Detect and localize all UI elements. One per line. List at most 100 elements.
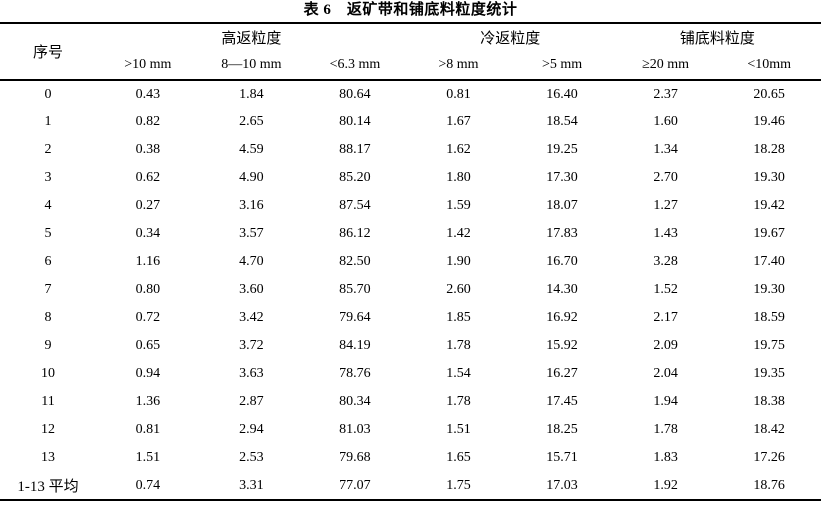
value-cell: 4.59	[239, 142, 264, 157]
value-cell: 2.04	[653, 366, 678, 381]
sub-header-cell: >8 mm	[438, 57, 479, 72]
value-cell: 1.60	[653, 114, 678, 129]
table-row: 4 0.27 3.16 87.54 1.59 18.07 1.27 19.42	[0, 192, 821, 220]
value-cell: 1.75	[446, 477, 471, 493]
sub-header-row: >10 mm 8—10 mm <6.3 mm >8 mm >5 mm ≥20 m…	[0, 51, 821, 80]
corner-header-cell: 序号	[33, 45, 64, 61]
value-cell: 0.81	[446, 86, 471, 102]
value-cell: 1.16	[135, 254, 161, 269]
sub-header-cell: >10 mm	[124, 57, 172, 72]
value-cell: 82.50	[339, 254, 371, 269]
value-cell: 19.30	[753, 170, 785, 185]
value-cell: 0.62	[135, 170, 161, 185]
value-cell: 3.60	[239, 282, 264, 297]
row-label-cell: 9	[44, 338, 52, 353]
value-cell: 17.45	[546, 394, 578, 409]
row-label-cell: 10	[41, 366, 56, 381]
value-cell: 17.40	[753, 254, 785, 269]
value-cell: 3.57	[239, 226, 264, 241]
row-label-cell: 0	[44, 86, 52, 102]
value-cell: 85.70	[339, 282, 371, 297]
table-row: 13 1.51 2.53 79.68 1.65 15.71 1.83 17.26	[0, 444, 821, 472]
value-cell: 17.26	[753, 450, 785, 465]
table-body: 0 0.43 1.84 80.64 0.81 16.40 2.37 20.65 1 0.82 2.6…	[0, 80, 821, 500]
value-cell: 17.03	[546, 477, 578, 493]
value-cell: 3.42	[239, 310, 264, 325]
value-cell: 0.82	[135, 114, 161, 129]
value-cell: 2.70	[653, 170, 678, 185]
value-cell: 1.78	[446, 338, 471, 353]
value-cell: 18.42	[753, 422, 785, 437]
row-label-cell: 7	[44, 282, 52, 297]
value-cell: 2.09	[653, 338, 678, 353]
value-cell: 19.25	[546, 142, 578, 157]
row-label-cell: 1	[44, 114, 52, 129]
table-row: 9 0.65 3.72 84.19 1.78 15.92 2.09 19.75	[0, 332, 821, 360]
value-cell: 1.51	[446, 422, 471, 437]
table-row: 1-13 平均 0.74 3.31 77.07 1.75 17.03 1.92 18.76	[0, 472, 821, 500]
value-cell: 1.84	[239, 86, 264, 102]
value-cell: 0.38	[135, 142, 161, 157]
row-label-cell: 4	[44, 198, 52, 213]
value-cell: 1.54	[446, 366, 471, 381]
value-cell: 1.78	[446, 394, 471, 409]
table-row: 11 1.36 2.87 80.34 1.78 17.45 1.94 18.38	[0, 388, 821, 416]
row-label-cell: 8	[44, 310, 52, 325]
row-label-cell: 13	[41, 450, 56, 465]
value-cell: 79.68	[339, 450, 371, 465]
table-row: 5 0.34 3.57 86.12 1.42 17.83 1.43 19.67	[0, 220, 821, 248]
table-row: 7 0.80 3.60 85.70 2.60 14.30 1.52 19.30	[0, 276, 821, 304]
value-cell: 15.92	[546, 338, 578, 353]
value-cell: 80.64	[339, 86, 371, 102]
value-cell: 1.27	[653, 198, 678, 213]
value-cell: 19.46	[753, 114, 785, 129]
value-cell: 3.31	[239, 477, 264, 493]
table-row: 12 0.81 2.94 81.03 1.51 18.25 1.78 18.42	[0, 416, 821, 444]
table-row: 6 1.16 4.70 82.50 1.90 16.70 3.28 17.40	[0, 248, 821, 276]
value-cell: 18.54	[546, 114, 578, 129]
value-cell: 1.34	[653, 142, 678, 157]
value-cell: 3.63	[239, 366, 264, 381]
value-cell: 16.92	[546, 310, 578, 325]
value-cell: 17.30	[546, 170, 578, 185]
value-cell: 0.94	[135, 366, 161, 381]
value-cell: 2.87	[239, 394, 264, 409]
value-cell: 18.38	[753, 394, 785, 409]
value-cell: 19.75	[753, 338, 785, 353]
value-cell: 1.80	[446, 170, 471, 185]
group-header-row: 序号 高返粒度 冷返粒度 铺底料粒度	[0, 23, 821, 61]
value-cell: 2.17	[653, 310, 678, 325]
value-cell: 16.40	[546, 86, 578, 102]
sub-header-cell: <10mm	[747, 57, 792, 72]
value-cell: 0.74	[135, 477, 161, 493]
value-cell: 18.25	[546, 422, 578, 437]
value-cell: 1.85	[446, 310, 471, 325]
table-header: 序号 高返粒度 冷返粒度 铺底料粒度 >10 mm 8—10 mm <6.3 m…	[0, 23, 821, 80]
row-label-cell: 5	[44, 226, 52, 241]
value-cell: 19.30	[753, 282, 785, 297]
value-cell: 79.64	[339, 310, 371, 325]
value-cell: 18.28	[753, 142, 785, 157]
value-cell: 4.70	[239, 254, 264, 269]
row-label-cell: 1-13 平均	[17, 479, 79, 495]
group-header-hearth-layer: 铺底料粒度	[679, 31, 755, 47]
table-caption: 表 6 返矿带和铺底料粒度统计	[303, 2, 518, 18]
table-row: 3 0.62 4.90 85.20 1.80 17.30 2.70 19.30	[0, 164, 821, 192]
value-cell: 20.65	[753, 86, 785, 102]
row-label-cell: 3	[44, 170, 52, 185]
value-cell: 1.42	[446, 226, 471, 241]
value-cell: 2.94	[239, 422, 264, 437]
particle-size-table: 序号 高返粒度 冷返粒度 铺底料粒度 >10 mm 8—10 mm <6.3 m…	[0, 22, 821, 501]
value-cell: 4.90	[239, 170, 264, 185]
row-label-cell: 12	[41, 422, 56, 437]
value-cell: 19.67	[753, 226, 785, 241]
sub-header-cell: ≥20 mm	[642, 57, 690, 72]
value-cell: 0.65	[135, 338, 161, 353]
value-cell: 1.67	[446, 114, 471, 129]
value-cell: 2.60	[446, 282, 471, 297]
table-row: 1 0.82 2.65 80.14 1.67 18.54 1.60 19.46	[0, 108, 821, 136]
group-header-high-return: 高返粒度	[221, 31, 282, 47]
value-cell: 1.59	[446, 198, 471, 213]
value-cell: 0.34	[135, 226, 161, 241]
